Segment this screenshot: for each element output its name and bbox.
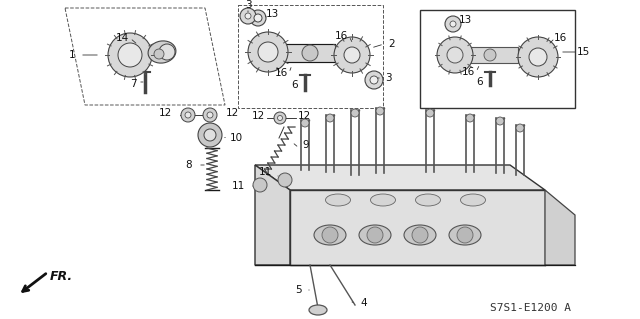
Ellipse shape [461, 194, 486, 206]
Circle shape [326, 114, 334, 122]
Circle shape [322, 227, 338, 243]
Circle shape [240, 8, 256, 24]
Circle shape [245, 13, 251, 19]
Circle shape [376, 107, 384, 115]
Text: 3: 3 [385, 73, 391, 83]
Text: 12: 12 [159, 108, 172, 118]
Text: 4: 4 [360, 298, 367, 308]
Text: 12: 12 [298, 111, 311, 121]
Text: 10: 10 [230, 133, 243, 143]
Text: S7S1-E1200 A: S7S1-E1200 A [490, 303, 571, 313]
Text: 6: 6 [292, 80, 298, 90]
Ellipse shape [371, 194, 396, 206]
Polygon shape [255, 165, 545, 190]
Circle shape [351, 109, 359, 117]
Circle shape [457, 227, 473, 243]
Text: 12: 12 [226, 108, 239, 118]
Text: 16: 16 [554, 33, 566, 43]
Circle shape [484, 49, 496, 61]
Text: 14: 14 [115, 33, 129, 43]
Text: 15: 15 [577, 47, 589, 57]
Ellipse shape [309, 305, 327, 315]
Text: 13: 13 [458, 15, 472, 25]
Circle shape [254, 14, 262, 22]
Ellipse shape [449, 225, 481, 245]
Polygon shape [545, 190, 575, 265]
Ellipse shape [314, 225, 346, 245]
Ellipse shape [415, 194, 440, 206]
Text: 12: 12 [252, 111, 265, 121]
Circle shape [185, 112, 191, 118]
Circle shape [450, 21, 456, 27]
Text: 16: 16 [334, 31, 348, 41]
Bar [470, 47, 518, 63]
Circle shape [518, 37, 558, 77]
Ellipse shape [326, 194, 351, 206]
Circle shape [334, 37, 370, 73]
Text: 11: 11 [259, 167, 272, 177]
Bar [285, 44, 335, 62]
Circle shape [159, 44, 175, 60]
Circle shape [253, 178, 267, 192]
Circle shape [301, 119, 309, 127]
Circle shape [412, 227, 428, 243]
Circle shape [365, 71, 383, 89]
Circle shape [181, 108, 195, 122]
Circle shape [250, 10, 266, 26]
Text: 3: 3 [244, 0, 252, 10]
Circle shape [516, 124, 524, 132]
Ellipse shape [359, 225, 391, 245]
Circle shape [207, 112, 213, 118]
Polygon shape [255, 165, 290, 265]
Circle shape [344, 47, 360, 63]
Circle shape [203, 108, 217, 122]
Circle shape [108, 33, 152, 77]
Text: 11: 11 [232, 181, 245, 191]
Text: 8: 8 [186, 160, 192, 170]
Circle shape [278, 173, 292, 187]
Ellipse shape [148, 41, 176, 63]
Text: 7: 7 [130, 79, 136, 89]
Ellipse shape [404, 225, 436, 245]
Bar [238, 5, 383, 108]
Circle shape [248, 32, 288, 72]
Circle shape [370, 76, 378, 84]
Circle shape [447, 47, 463, 63]
Circle shape [154, 49, 164, 59]
Circle shape [302, 45, 318, 61]
Text: 2: 2 [388, 39, 396, 49]
Circle shape [204, 129, 216, 141]
Text: FR.: FR. [50, 270, 73, 283]
Polygon shape [290, 190, 545, 265]
Circle shape [426, 109, 434, 117]
Circle shape [274, 112, 286, 124]
Text: 1: 1 [68, 50, 76, 60]
Text: 5: 5 [296, 285, 302, 295]
Text: 6: 6 [477, 77, 483, 87]
Circle shape [445, 16, 461, 32]
Circle shape [466, 114, 474, 122]
Circle shape [496, 117, 504, 125]
Text: 16: 16 [461, 67, 475, 77]
Circle shape [367, 227, 383, 243]
Circle shape [118, 43, 142, 67]
Text: 13: 13 [266, 9, 278, 19]
Circle shape [258, 42, 278, 62]
Text: 16: 16 [275, 68, 287, 78]
Circle shape [198, 123, 222, 147]
Bar [420, 10, 575, 108]
Text: 9: 9 [302, 140, 308, 150]
Circle shape [529, 48, 547, 66]
Circle shape [278, 115, 282, 121]
Circle shape [437, 37, 473, 73]
